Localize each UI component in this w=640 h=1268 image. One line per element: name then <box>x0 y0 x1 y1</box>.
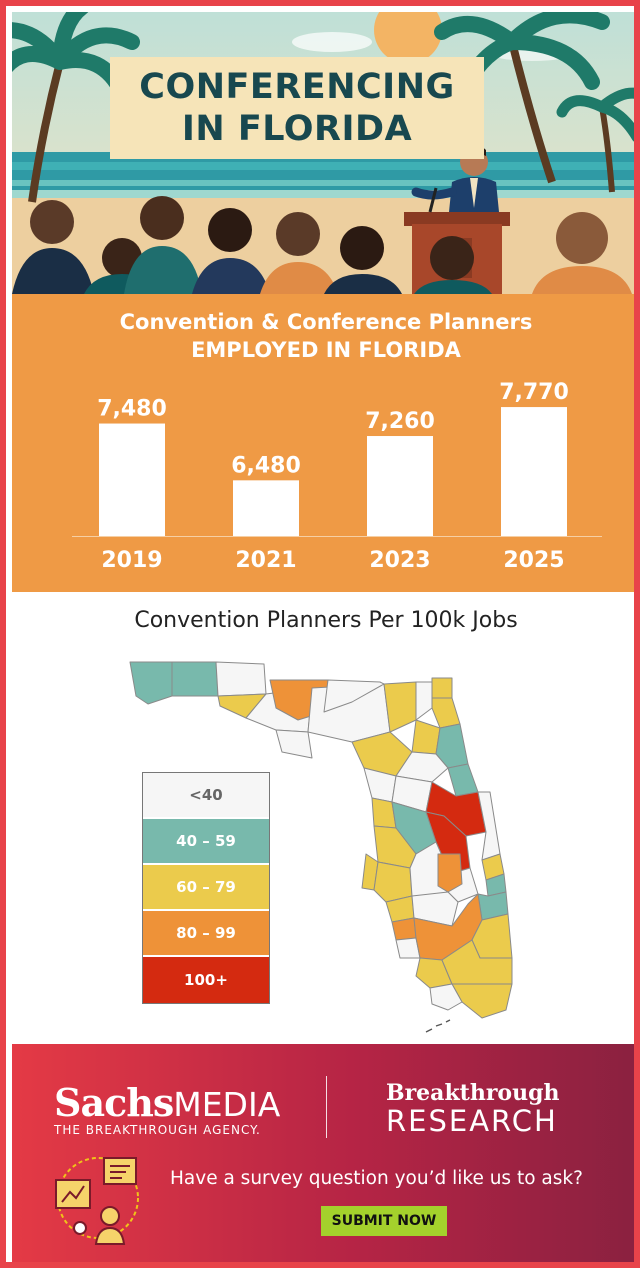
bar-2023 <box>367 436 433 536</box>
breakthrough-research-logo[interactable]: Breakthrough RESEARCH <box>386 1080 559 1138</box>
county-monroe <box>429 983 463 1011</box>
x-tick-label: 2021 <box>235 548 296 573</box>
map-section: Convention Planners Per 100k Jobs <box>12 592 634 1044</box>
county-gulf <box>275 729 313 759</box>
bar-value-label: 6,480 <box>231 453 301 478</box>
legend-label: 100+ <box>184 971 228 989</box>
county-santa-rosa <box>171 661 219 697</box>
x-tick-label: 2025 <box>503 548 564 573</box>
chart-subtitle: EMPLOYED IN FLORIDA <box>191 338 461 362</box>
chart-title-block: Convention & Conference Planners EMPLOYE… <box>12 308 634 364</box>
brand-breakthrough: Breakthrough <box>386 1080 560 1106</box>
hero-title-line1: CONFERENCING <box>139 67 455 107</box>
brand-tagline: THE BREAKTHROUGH AGENCY. <box>54 1123 261 1137</box>
county-highlands <box>437 853 463 893</box>
hero-title-line2: IN FLORIDA <box>181 109 413 149</box>
county-hardee <box>411 891 459 927</box>
county-putnam <box>395 751 449 783</box>
hero-illustration: CONFERENCING IN FLORIDA <box>12 12 634 294</box>
legend-label: <40 <box>189 786 223 804</box>
survey-prompt: Have a survey question you’d like us to … <box>170 1168 583 1189</box>
county-hillsborough <box>373 861 413 903</box>
x-tick-label: 2023 <box>369 548 430 573</box>
legend-label: 40 – 59 <box>176 832 236 850</box>
florida-keys <box>425 1019 451 1033</box>
bar-2021 <box>233 480 299 536</box>
legend-label: 80 – 99 <box>176 924 236 942</box>
legend-item-60-79: 60 – 79 <box>143 865 269 911</box>
bar-chart: 7,480 2019 6,480 2021 7,260 2023 7,770 2025 <box>72 380 602 573</box>
map-legend: <40 40 – 59 60 – 79 80 – 99 100+ <box>142 772 270 1004</box>
county-escambia <box>129 661 173 705</box>
county-baker <box>415 681 433 721</box>
bar-value-label: 7,260 <box>365 409 435 434</box>
brand-divider <box>326 1076 327 1138</box>
sachs-media-logo[interactable]: SachsMEDIA THE BREAKTHROUGH AGENCY. <box>54 1080 280 1137</box>
bar-2019 <box>99 423 165 536</box>
footer-banner: SachsMEDIA THE BREAKTHROUGH AGENCY. Brea… <box>12 1044 634 1262</box>
bar-value-label: 7,480 <box>97 397 167 422</box>
county-flagler <box>447 763 479 797</box>
brand-media: MEDIA <box>173 1085 281 1124</box>
legend-item-40-59: 40 – 59 <box>143 819 269 865</box>
florida-county-map <box>129 661 513 1033</box>
bar-chart-section: Convention & Conference Planners EMPLOYE… <box>12 294 634 592</box>
legend-item-100-plus: 100+ <box>143 957 269 1003</box>
county-sarasota <box>391 917 417 941</box>
bar-value-label: 7,770 <box>499 380 569 405</box>
x-tick-label: 2019 <box>101 548 162 573</box>
legend-item-80-99: 80 – 99 <box>143 911 269 957</box>
county-clay <box>411 719 441 755</box>
county-duval <box>431 697 461 729</box>
legend-item-under-40: <40 <box>143 773 269 819</box>
county-okaloosa <box>215 661 267 697</box>
hero-title-banner: CONFERENCING IN FLORIDA <box>110 57 484 159</box>
brand-sachs: Sachs <box>54 1080 174 1125</box>
survey-research-icon <box>55 1157 139 1245</box>
county-jefferson <box>323 679 385 713</box>
submit-now-button[interactable]: SUBMIT NOW <box>321 1206 447 1236</box>
brand-research: RESEARCH <box>386 1104 558 1138</box>
chart-title: Convention & Conference Planners <box>119 310 533 334</box>
map-title: Convention Planners Per 100k Jobs <box>134 608 518 633</box>
bar-2025 <box>501 407 567 536</box>
legend-label: 60 – 79 <box>176 878 236 896</box>
county-columbia <box>383 681 417 733</box>
